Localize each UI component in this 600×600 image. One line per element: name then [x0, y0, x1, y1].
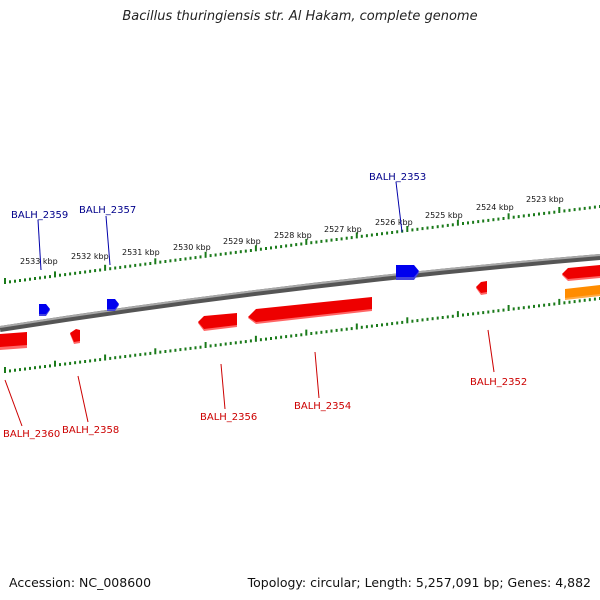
genome-backbone — [0, 254, 600, 332]
gene-label-forward[interactable]: BALH_2359 — [11, 210, 68, 221]
gene-label-forward[interactable]: BALH_2353 — [369, 172, 426, 183]
tick-label: 2528 kbp — [274, 231, 312, 240]
other-feature[interactable] — [565, 285, 600, 300]
leader-line — [220, 363, 226, 410]
tick-label: 2523 kbp — [526, 195, 564, 204]
gene-label-forward[interactable]: BALH_2357 — [79, 205, 136, 216]
accession-text: Accession: NC_008600 — [9, 575, 152, 590]
upper-scale-track — [4, 205, 600, 284]
tick-label: 2530 kbp — [173, 243, 211, 252]
gene-label-reverse[interactable]: BALH_2354 — [294, 401, 351, 412]
leader-line — [4, 379, 23, 427]
leader-line — [395, 181, 403, 233]
reverse-gene[interactable] — [70, 329, 80, 344]
reverse-gene[interactable] — [248, 297, 372, 324]
leader-line — [487, 329, 495, 373]
tick-label: 2531 kbp — [122, 248, 160, 257]
forward-gene[interactable] — [396, 265, 419, 280]
reverse-gene[interactable] — [476, 281, 487, 295]
gene-label-reverse[interactable]: BALH_2352 — [470, 377, 527, 388]
leader-line — [105, 215, 111, 266]
tick-label: 2524 kbp — [476, 203, 514, 212]
tick-label: 2527 kbp — [324, 225, 362, 234]
forward-gene[interactable] — [107, 299, 119, 311]
gene-label-reverse[interactable]: BALH_2356 — [200, 412, 257, 423]
scale-tick-labels: 2533 kbp 2532 kbp 2531 kbp 2530 kbp 2529… — [20, 195, 564, 266]
leader-line — [77, 375, 89, 423]
genome-summary-text: Topology: circular; Length: 5,257,091 bp… — [247, 575, 591, 590]
reverse-gene[interactable] — [562, 265, 600, 281]
tick-label: 2525 kbp — [425, 211, 463, 220]
tick-label: 2532 kbp — [71, 252, 109, 261]
leader-line — [37, 219, 42, 271]
gene-label-reverse[interactable]: BALH_2360 — [3, 429, 60, 440]
tick-label: 2526 kbp — [375, 218, 413, 227]
reverse-gene[interactable] — [0, 332, 27, 350]
lower-scale-track — [4, 297, 600, 373]
leader-line — [314, 351, 320, 399]
forward-gene[interactable] — [39, 304, 50, 316]
tick-label: 2529 kbp — [223, 237, 261, 246]
map-title: Bacillus thuringiensis str. Al Hakam, co… — [122, 9, 478, 24]
gene-label-reverse[interactable]: BALH_2358 — [62, 425, 119, 436]
reverse-gene[interactable] — [198, 313, 237, 331]
tick-label: 2533 kbp — [20, 257, 58, 266]
